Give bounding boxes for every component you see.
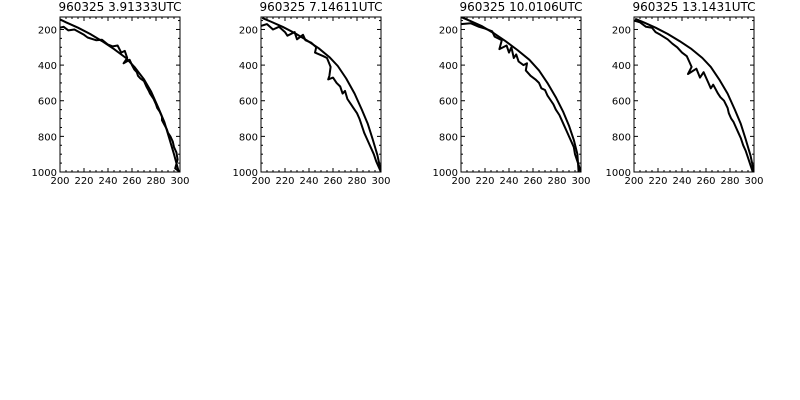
y-tick-label: 800 (38, 132, 57, 143)
y-tick-label: 200 (612, 25, 631, 36)
x-tick-label: 300 (371, 176, 390, 187)
x-tick-label: 240 (299, 176, 318, 187)
x-tick-label: 280 (720, 176, 739, 187)
x-tick-label: 240 (672, 176, 691, 187)
y-tick-label: 200 (439, 25, 458, 36)
x-tick-label: 280 (547, 176, 566, 187)
panel-title: 960325 7.14611UTC (259, 0, 382, 14)
x-tick-label: 240 (98, 176, 117, 187)
y-tick-label: 600 (439, 97, 458, 108)
plot-frame (59, 16, 181, 173)
panel-title: 960325 3.91333UTC (58, 0, 181, 14)
x-tick-label: 260 (696, 176, 715, 187)
x-tick-label: 200 (251, 176, 270, 187)
y-tick-label: 1000 (233, 168, 258, 179)
series-line (60, 18, 180, 172)
series-line (261, 23, 381, 172)
y-tick-label: 1000 (433, 168, 458, 179)
series-line (261, 17, 381, 172)
x-tick-label: 220 (74, 176, 93, 187)
x-tick-label: 200 (624, 176, 643, 187)
panel-title: 960325 10.0106UTC (459, 0, 582, 14)
y-tick-label: 800 (439, 132, 458, 143)
y-tick-label: 600 (38, 97, 57, 108)
x-tick-label: 240 (499, 176, 518, 187)
y-tick-label: 1000 (32, 168, 57, 179)
x-tick-label: 260 (523, 176, 542, 187)
y-tick-label: 400 (439, 61, 458, 72)
y-tick-label: 400 (239, 61, 258, 72)
x-tick-label: 300 (170, 176, 189, 187)
panel-title: 960325 13.1431UTC (632, 0, 755, 14)
x-tick-label: 200 (451, 176, 470, 187)
series-line (60, 25, 180, 172)
y-tick-label: 600 (239, 97, 258, 108)
y-tick-label: 600 (612, 97, 631, 108)
y-tick-label: 200 (239, 25, 258, 36)
x-tick-label: 260 (323, 176, 342, 187)
y-tick-label: 400 (38, 61, 57, 72)
series-line (461, 22, 581, 172)
y-tick-label: 800 (612, 132, 631, 143)
x-tick-label: 280 (347, 176, 366, 187)
y-tick-label: 200 (38, 25, 57, 36)
y-tick-label: 400 (612, 61, 631, 72)
x-tick-label: 300 (571, 176, 590, 187)
y-tick-label: 800 (239, 132, 258, 143)
x-tick-label: 260 (122, 176, 141, 187)
series-line (634, 19, 754, 172)
series-line (461, 17, 580, 172)
x-tick-label: 300 (744, 176, 763, 187)
x-tick-label: 220 (648, 176, 667, 187)
series-line (634, 17, 754, 172)
plot-frame (460, 16, 582, 173)
x-tick-label: 220 (475, 176, 494, 187)
plot-frame (260, 16, 382, 173)
y-tick-label: 1000 (606, 168, 631, 179)
x-tick-label: 220 (275, 176, 294, 187)
x-tick-label: 280 (146, 176, 165, 187)
x-tick-label: 200 (50, 176, 69, 187)
plot-frame (633, 16, 755, 173)
